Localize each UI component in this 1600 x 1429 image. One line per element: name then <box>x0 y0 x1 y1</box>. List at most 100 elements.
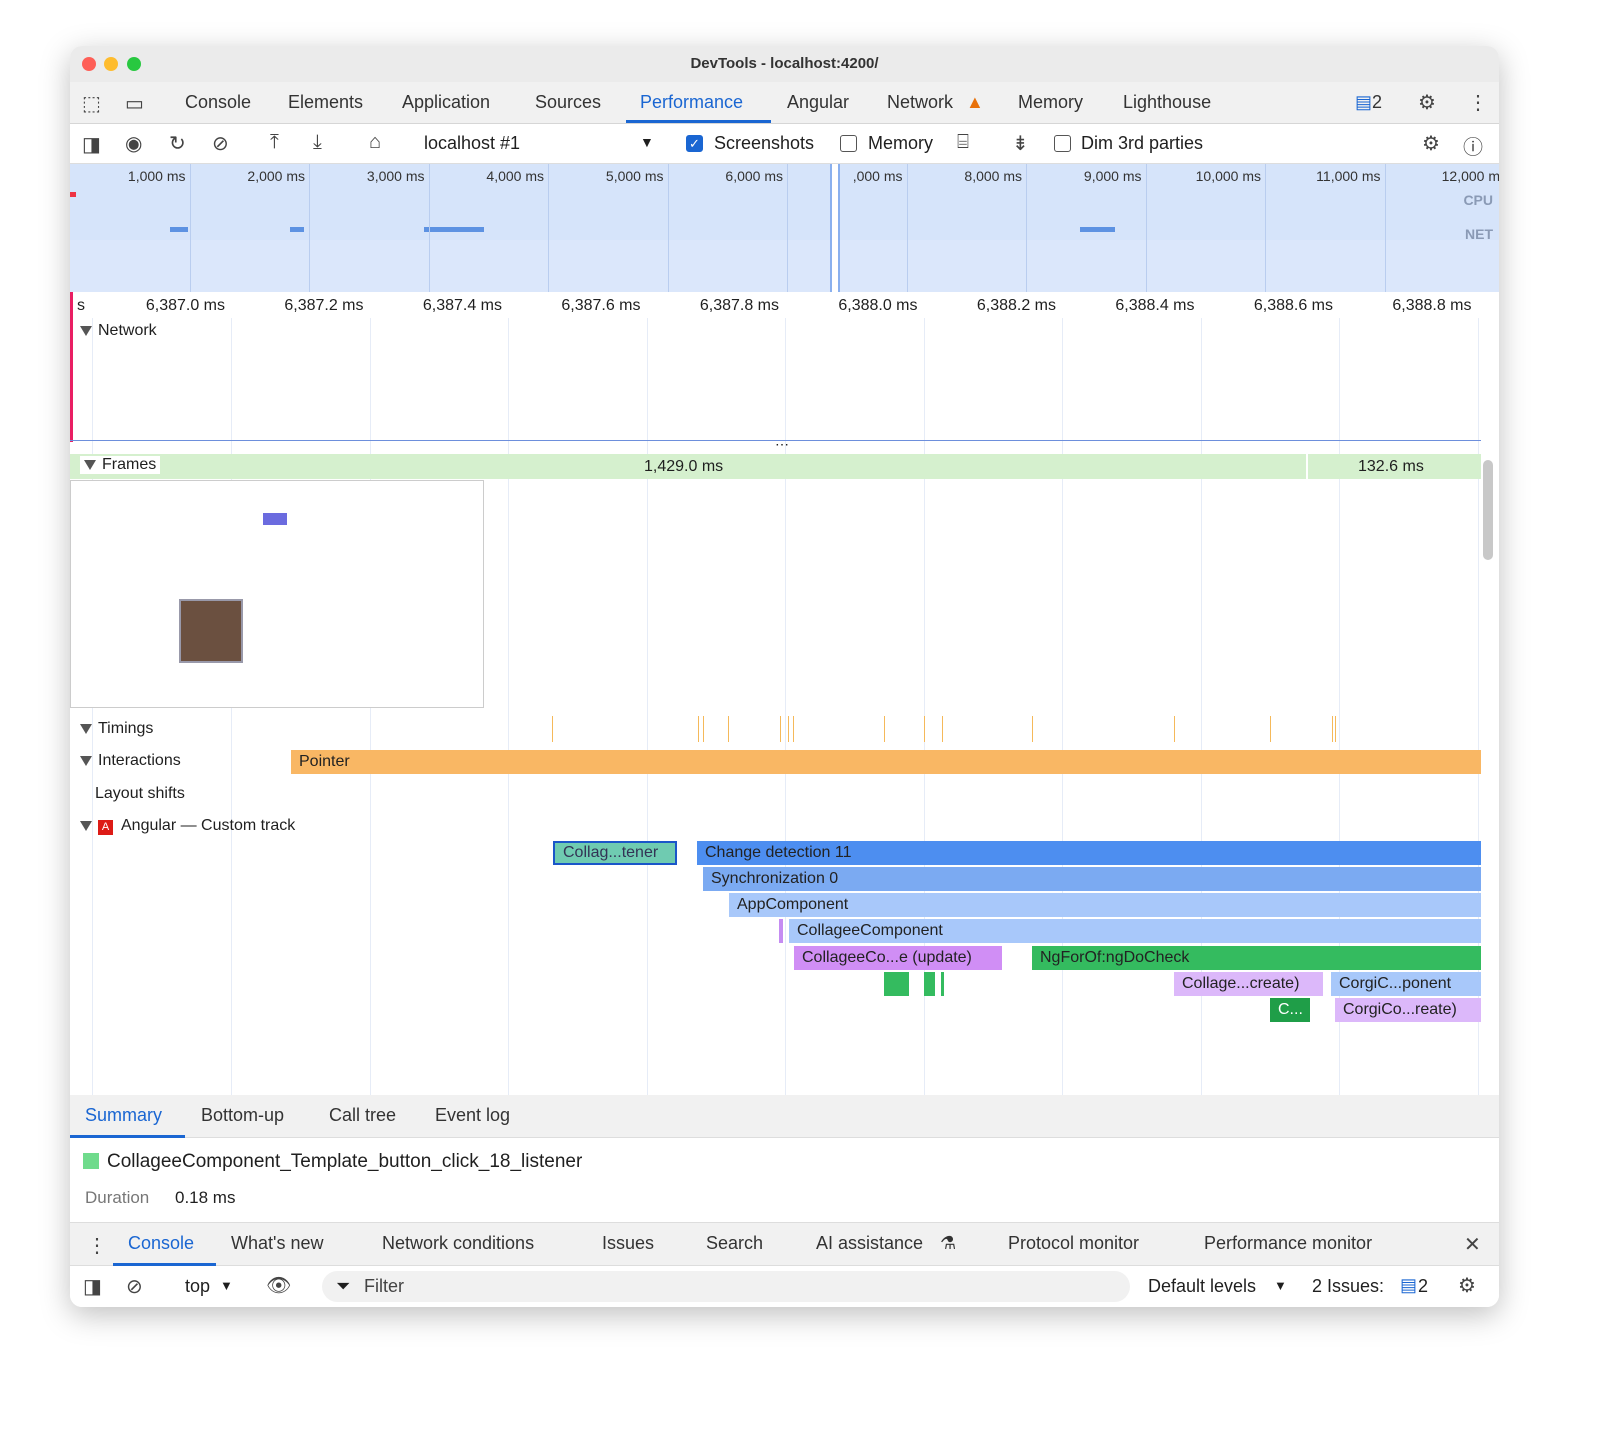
flame-bar[interactable]: CorgiCo...reate) <box>1335 998 1481 1022</box>
minimize-window-button[interactable] <box>104 57 118 71</box>
interactions-track-header[interactable]: Interactions <box>80 752 181 770</box>
close-window-button[interactable] <box>82 57 96 71</box>
network-track-header[interactable]: Network <box>80 322 157 340</box>
tab-bottom-up[interactable]: Bottom-up <box>201 1105 285 1125</box>
help-icon[interactable]: ⓘ <box>1463 137 1483 159</box>
layout-shifts-track-header[interactable]: Layout shifts <box>95 785 185 802</box>
flame-bar[interactable]: CollageeCo...e (update) <box>794 946 1002 970</box>
tab-call-tree[interactable]: Call tree <box>329 1105 397 1125</box>
log-levels-select[interactable]: Default levels <box>1148 1276 1257 1296</box>
flame-bar[interactable]: CollageeComponent <box>789 919 1481 943</box>
tab-memory[interactable]: Memory <box>1018 92 1084 112</box>
console-settings-icon[interactable]: ⚙ <box>1458 1275 1476 1297</box>
drawer-tab-console[interactable]: Console <box>128 1233 195 1253</box>
timing-marker[interactable] <box>884 716 885 742</box>
drawer-tab-issues[interactable]: Issues <box>602 1233 655 1253</box>
close-drawer-icon[interactable]: ✕ <box>1464 1234 1481 1256</box>
overview-tick: 12,000 m <box>1441 168 1499 184</box>
flame-bar[interactable]: NgForOf:ngDoCheck <box>1032 946 1481 970</box>
flame-bar[interactable]: AppComponent <box>729 893 1481 917</box>
issues-icon[interactable]: ▤ <box>1355 92 1373 112</box>
angular-track-header[interactable]: A Angular — Custom track <box>80 817 295 835</box>
garbage-collect-icon[interactable]: ⌸ <box>957 131 969 153</box>
eye-icon[interactable]: 👁 <box>266 1275 292 1297</box>
upload-icon[interactable]: ⤒ <box>270 131 279 153</box>
timeline-overview[interactable]: CPU NET 1,000 ms 2,000 ms 3,000 ms 4,000 ms… <box>70 164 1499 292</box>
record-icon[interactable]: ◉ <box>125 133 143 155</box>
interaction-pointer[interactable]: Pointer <box>291 750 1481 774</box>
issues-link[interactable]: 2 Issues: <box>1312 1276 1385 1296</box>
timing-marker[interactable] <box>728 716 729 742</box>
chevron-down-icon[interactable]: ▼ <box>640 134 654 150</box>
drawer-menu-icon[interactable]: ⋮ <box>87 1235 107 1257</box>
flame-bar[interactable] <box>941 972 944 996</box>
tab-application[interactable]: Application <box>402 92 491 112</box>
flame-bar[interactable]: Synchronization 0 <box>703 867 1481 891</box>
flame-bar[interactable] <box>884 972 909 996</box>
screenshots-checkbox[interactable]: ✓ <box>686 135 703 152</box>
timings-track-header[interactable]: Timings <box>80 720 153 738</box>
tab-elements[interactable]: Elements <box>288 92 364 112</box>
flame-bar[interactable]: Collage...create) <box>1174 972 1323 996</box>
inspect-element-icon[interactable]: ⬚ <box>82 93 101 115</box>
timing-marker[interactable] <box>1174 716 1175 742</box>
tab-network[interactable]: Network <box>887 92 954 112</box>
download-icon[interactable]: ⤓ <box>313 131 322 153</box>
memory-checkbox[interactable] <box>840 135 857 152</box>
timing-marker[interactable] <box>703 716 704 742</box>
flame-bar[interactable]: Change detection 11 <box>697 841 1481 865</box>
drawer-tab-protocol-monitor[interactable]: Protocol monitor <box>1008 1233 1140 1253</box>
drawer-tab-ai-assistance[interactable]: AI assistance <box>816 1233 924 1253</box>
drawer-tab-what-s-new[interactable]: What's new <box>231 1233 324 1253</box>
resize-handle[interactable]: ⋯ <box>775 436 789 452</box>
issues-count: 2 <box>1418 1276 1429 1296</box>
timing-marker[interactable] <box>788 716 789 742</box>
capture-settings-icon[interactable]: ⚙ <box>1422 133 1440 155</box>
tab-angular[interactable]: Angular <box>787 92 850 112</box>
tab-sources[interactable]: Sources <box>535 92 602 112</box>
tab-lighthouse[interactable]: Lighthouse <box>1123 92 1212 112</box>
flame-bar[interactable]: C... <box>1270 998 1310 1022</box>
filter-input[interactable]: ⏷ Filter <box>322 1271 1130 1302</box>
ruler-tick: 6,387.6 ms <box>561 297 641 314</box>
tab-summary[interactable]: Summary <box>85 1105 163 1125</box>
collapse-tracks-icon[interactable]: ⇟ <box>1012 133 1029 155</box>
timing-marker[interactable] <box>552 716 553 742</box>
drawer-tab-network-conditions[interactable]: Network conditions <box>382 1233 535 1253</box>
flame-bar[interactable]: Collag...tener <box>553 841 677 865</box>
sidebar-toggle-icon[interactable]: ◨ <box>83 1276 102 1298</box>
timing-marker[interactable] <box>780 716 781 742</box>
timing-marker[interactable] <box>1270 716 1271 742</box>
context-select[interactable]: top <box>185 1276 211 1296</box>
dim-3rd-parties-checkbox[interactable] <box>1054 135 1071 152</box>
tab-performance[interactable]: Performance <box>640 92 744 112</box>
flame-bar[interactable] <box>779 919 783 943</box>
device-toolbar-icon[interactable]: ▭ <box>125 93 144 115</box>
flame-bar[interactable] <box>924 972 935 996</box>
home-icon[interactable]: ⌂ <box>369 131 382 153</box>
timing-marker[interactable] <box>942 716 943 742</box>
drawer-tab-search[interactable]: Search <box>706 1233 764 1253</box>
reload-record-icon[interactable]: ↻ <box>169 133 186 155</box>
clear-console-icon[interactable]: ⊘ <box>126 1276 143 1298</box>
target-select[interactable]: localhost #1 <box>424 133 521 153</box>
scrollbar[interactable] <box>1483 460 1493 560</box>
timing-marker[interactable] <box>1032 716 1033 742</box>
more-menu-icon[interactable]: ⋮ <box>1468 92 1488 114</box>
issues-count[interactable]: 2 <box>1372 92 1383 112</box>
timing-marker[interactable] <box>793 716 794 742</box>
timing-marker[interactable] <box>698 716 699 742</box>
sidebar-toggle-icon[interactable]: ◨ <box>82 134 101 156</box>
timing-marker[interactable] <box>1332 716 1333 742</box>
timing-marker[interactable] <box>1335 716 1336 742</box>
tab-console[interactable]: Console <box>185 92 252 112</box>
timing-marker[interactable] <box>924 716 925 742</box>
zoom-window-button[interactable] <box>127 57 141 71</box>
selection-window[interactable] <box>830 164 840 292</box>
flame-bar[interactable]: CorgiC...ponent <box>1331 972 1481 996</box>
frames-track-header[interactable]: Frames <box>80 456 161 474</box>
tab-event-log[interactable]: Event log <box>435 1105 511 1125</box>
drawer-tab-performance-monitor[interactable]: Performance monitor <box>1204 1233 1373 1253</box>
clear-icon[interactable]: ⊘ <box>212 133 229 155</box>
settings-icon[interactable]: ⚙ <box>1418 92 1436 114</box>
